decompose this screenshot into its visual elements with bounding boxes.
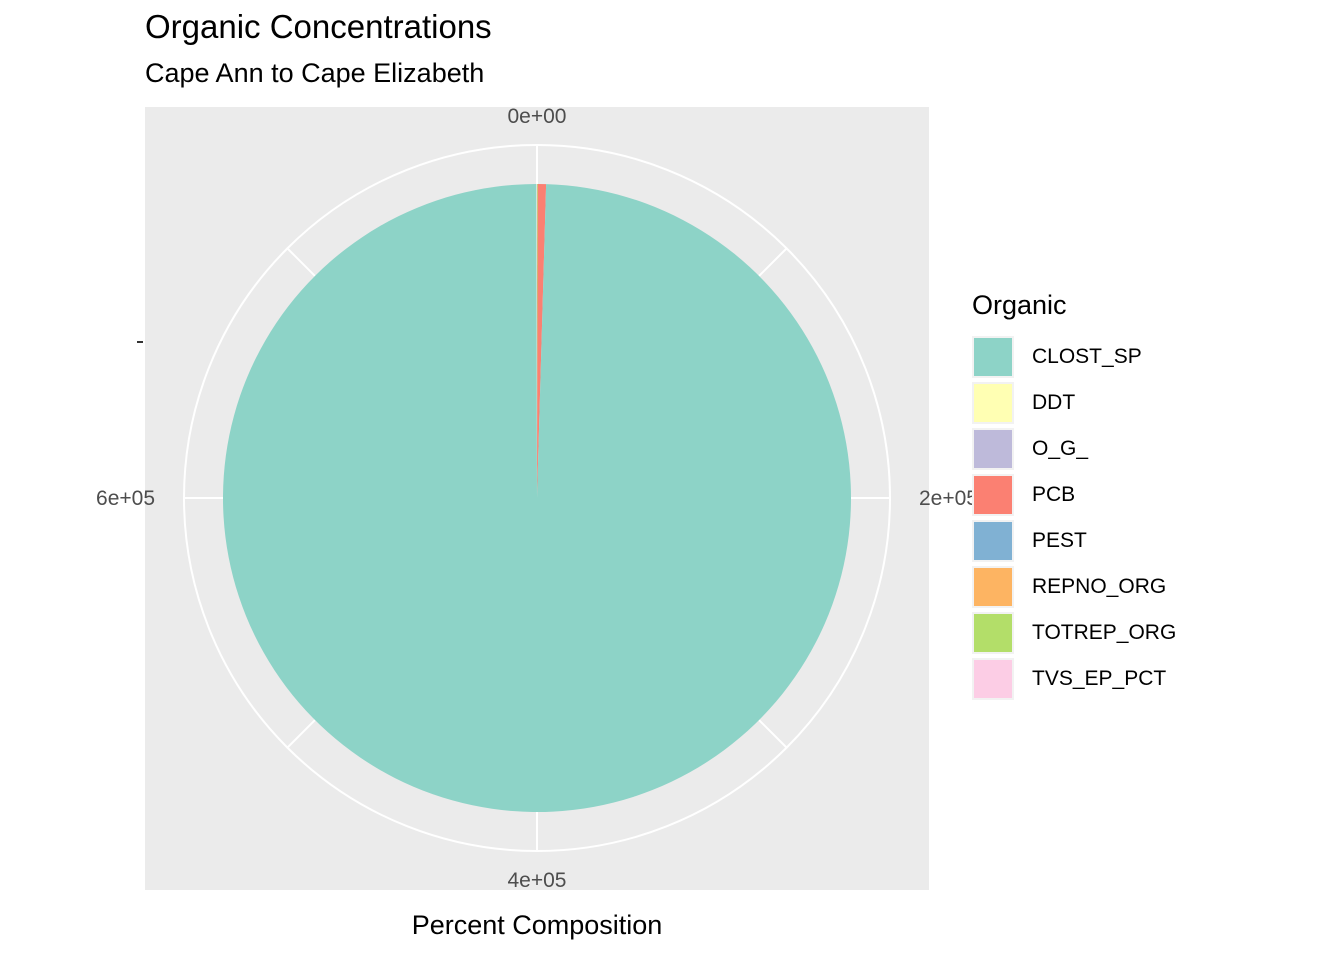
legend: Organic CLOST_SP DDT O_G_ PCB PEST REPNO_ORG T… [972, 290, 1176, 702]
legend-item: CLOST_SP [972, 334, 1176, 380]
legend-swatch [972, 474, 1014, 516]
legend-label: DDT [1032, 391, 1076, 414]
tick-label: 2e+05 [919, 487, 978, 510]
legend-swatch [972, 658, 1014, 700]
chart-subtitle: Cape Ann to Cape Elizabeth [145, 58, 485, 88]
legend-swatch [972, 428, 1014, 470]
pie-slice-clost-sp [222, 184, 851, 812]
legend-label: CLOST_SP [1032, 345, 1142, 368]
grid-spoke [758, 719, 788, 749]
x-axis-label: Percent Composition [411, 910, 663, 940]
y-axis-tick [137, 341, 143, 343]
legend-item: PCB [972, 472, 1176, 518]
legend-item: TVS_EP_PCT [972, 656, 1176, 702]
grid-spoke [758, 247, 788, 277]
legend-label: PCB [1032, 483, 1076, 506]
legend-swatch [972, 612, 1014, 654]
legend-item: TOTREP_ORG [972, 610, 1176, 656]
grid-spoke [286, 719, 316, 749]
legend-item: DDT [972, 380, 1176, 426]
legend-swatch [972, 336, 1014, 378]
legend-label: REPNO_ORG [1032, 575, 1167, 598]
legend-title: Organic [972, 290, 1067, 320]
legend-item: PEST [972, 518, 1176, 564]
tick-label: 6e+05 [96, 487, 155, 510]
legend-item: REPNO_ORG [972, 564, 1176, 610]
tick-label: 0e+00 [508, 105, 567, 128]
legend-swatch [972, 520, 1014, 562]
tick-label: 4e+05 [508, 869, 567, 892]
legend-swatch [972, 382, 1014, 424]
pie-slice-totrep-org [537, 184, 538, 498]
legend-swatch [972, 566, 1014, 608]
grid-spoke [286, 247, 316, 277]
legend-item: O_G_ [972, 426, 1176, 472]
legend-label: PEST [1032, 529, 1087, 552]
pie-slice-pcb [537, 184, 547, 499]
legend-label: TOTREP_ORG [1032, 621, 1177, 644]
chart-title: Organic Concentrations [145, 8, 492, 45]
legend-label: TVS_EP_PCT [1032, 667, 1167, 690]
legend-label: O_G_ [1032, 437, 1089, 460]
